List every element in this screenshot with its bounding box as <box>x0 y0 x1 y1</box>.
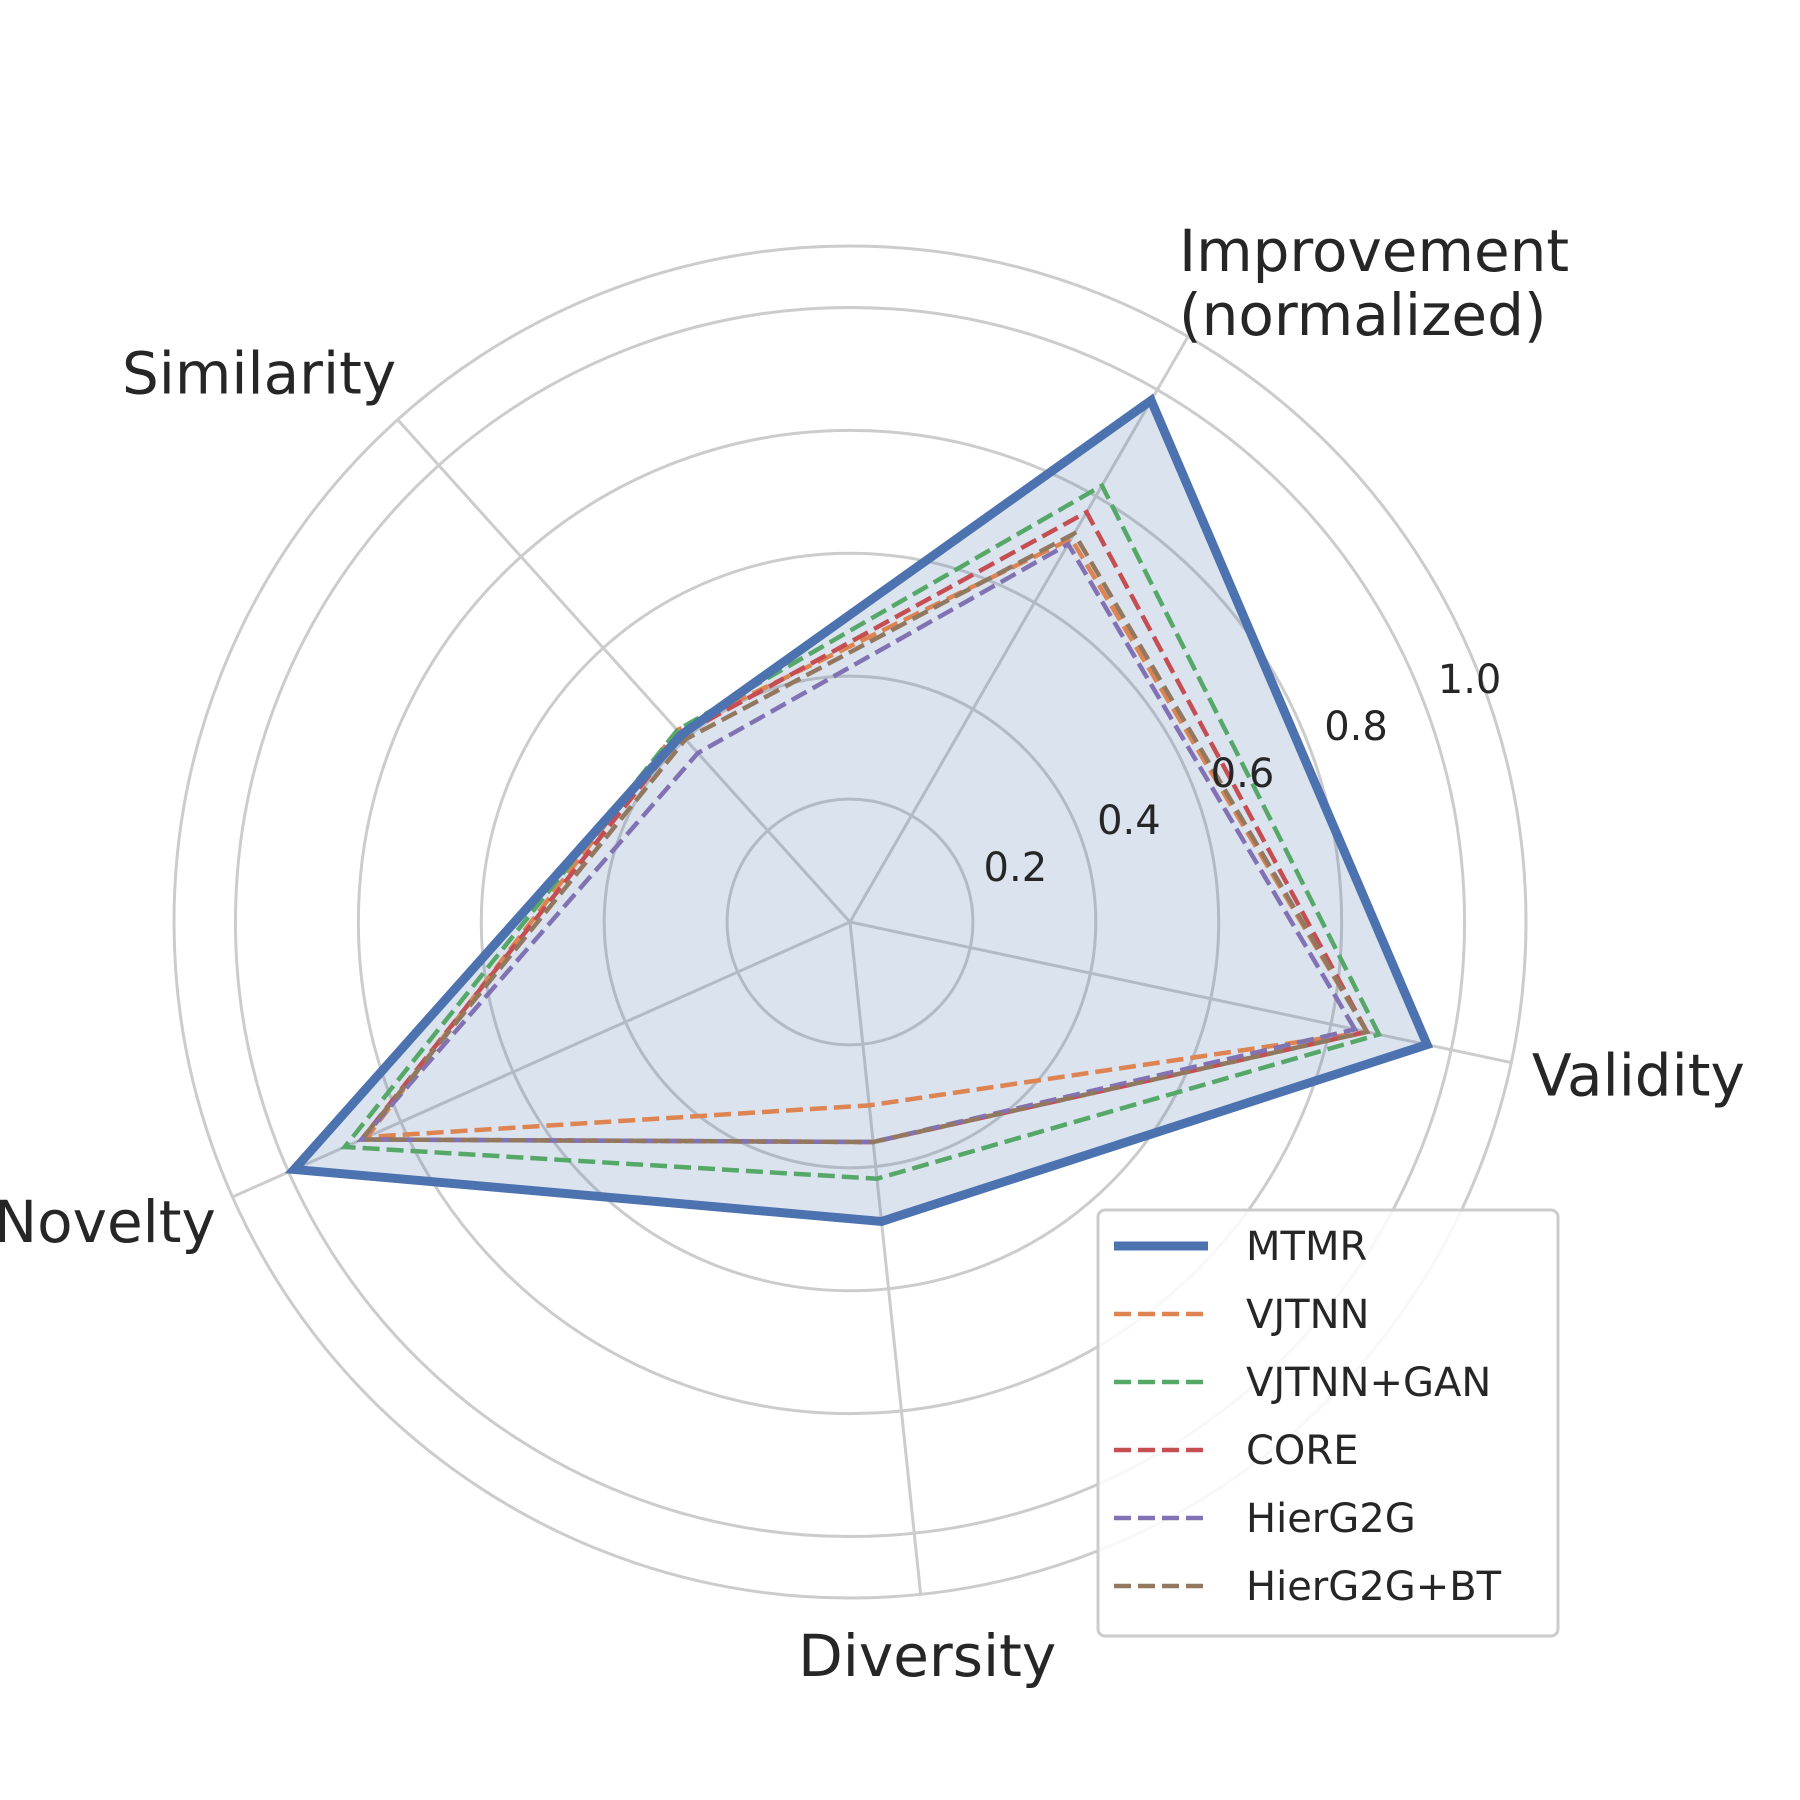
grid-ring <box>725 797 975 1047</box>
axis-label: Validity <box>1532 1041 1745 1109</box>
outer-frame-ring <box>172 244 1528 1600</box>
series-fill-mtmr <box>294 400 1428 1222</box>
series-line-vjtnn-gan <box>340 482 1383 1181</box>
axis-label: Diversity <box>798 1622 1056 1690</box>
axis-labels: Validity Improvement (normalized) Similarit… <box>0 217 1745 1690</box>
radial-tick-label: 0.8 <box>1324 704 1388 750</box>
radar-series <box>284 393 1434 1227</box>
spoke-line <box>231 920 851 1199</box>
grid-ring <box>356 428 1344 1416</box>
legend-label: MTMR <box>1246 1224 1367 1270</box>
radial-tick-label: 1.0 <box>1438 657 1502 703</box>
series-line-mtmr <box>284 393 1434 1227</box>
legend: MTMR VJTNN VJTNN+GAN CORE HierG2G HierG2G+BT <box>1096 1208 1560 1638</box>
grid-ring <box>233 305 1467 1539</box>
grid-ring <box>602 674 1098 1170</box>
radial-tick-label: 0.2 <box>984 845 1048 891</box>
legend-label: CORE <box>1246 1428 1358 1474</box>
radial-tick-labels: 0.2 0.4 0.6 0.8 1.0 <box>984 657 1502 891</box>
axis-label: Novelty <box>0 1188 216 1256</box>
spoke-line <box>849 920 1512 1065</box>
radial-tick-label: 0.6 <box>1211 751 1275 797</box>
legend-label: HierG2G+BT <box>1246 1564 1502 1610</box>
grid-ring <box>479 551 1221 1293</box>
axis-label: Improvement (normalized) <box>1179 217 1569 349</box>
spoke-line <box>848 921 923 1595</box>
legend-label: VJTNN+GAN <box>1246 1360 1491 1406</box>
radial-tick-label: 0.4 <box>1097 798 1161 844</box>
radar-grid <box>172 244 1528 1600</box>
spoke-line <box>848 335 1190 923</box>
spoke-line <box>396 418 852 924</box>
legend-box <box>1096 1208 1560 1638</box>
series-line-hierg2g-bt <box>356 530 1371 1145</box>
axis-label: Similarity <box>122 340 396 408</box>
legend-label: HierG2G <box>1246 1496 1416 1542</box>
legend-label: VJTNN <box>1246 1292 1369 1338</box>
